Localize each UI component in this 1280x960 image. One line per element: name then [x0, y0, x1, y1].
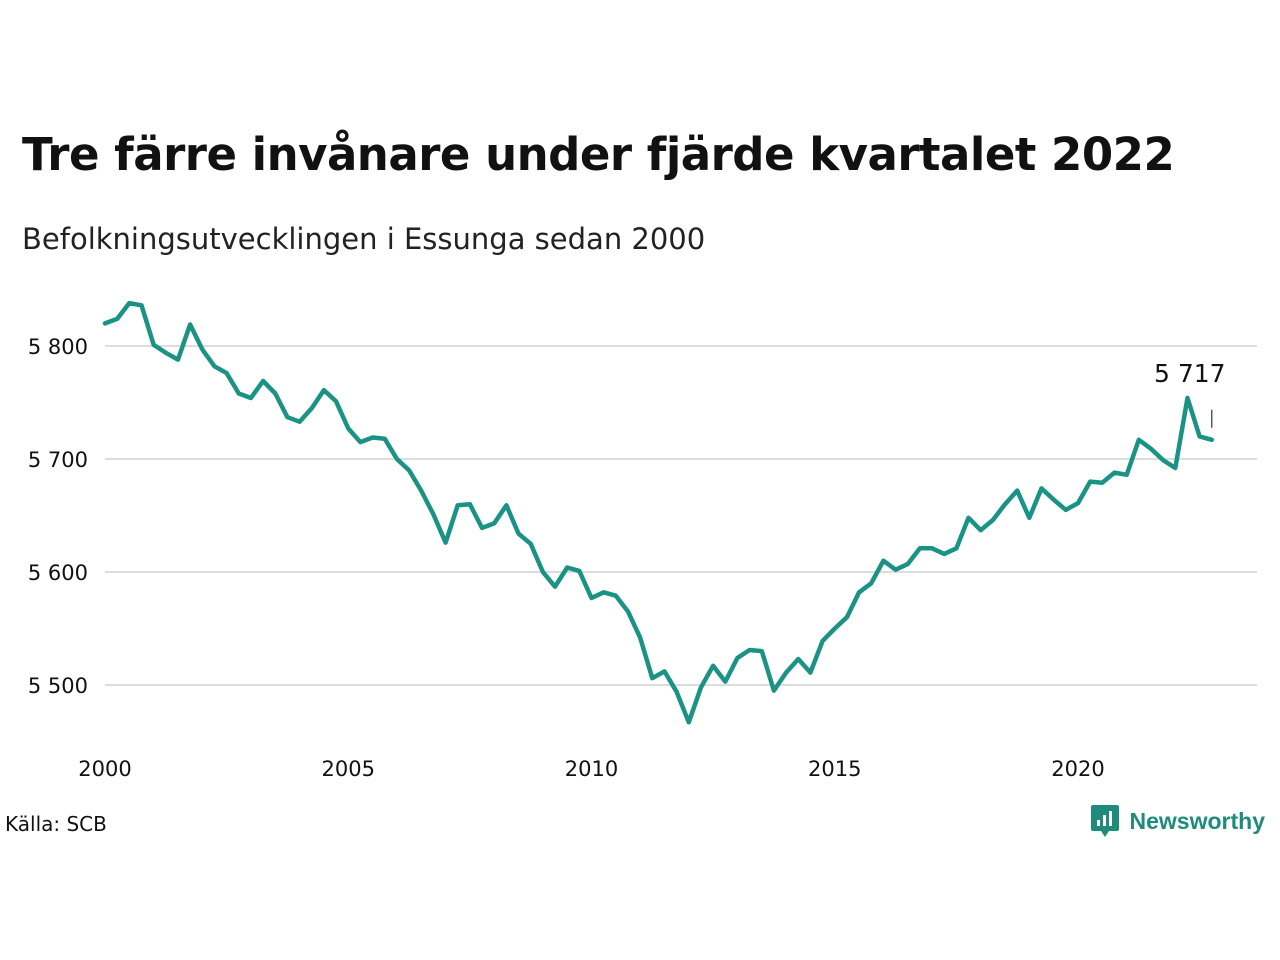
- brand-name: Newsworthy: [1129, 807, 1265, 834]
- y-axis-labels: 5 500 5 600 5 700 5 800: [28, 335, 88, 698]
- x-tick-label: 2015: [808, 757, 861, 781]
- gridlines: [105, 345, 1257, 686]
- chart-title: Tre färre invånare under fjärde kvartale…: [22, 128, 1175, 181]
- series-line: [102, 300, 1215, 725]
- newsworthy-logo-icon: [1090, 805, 1119, 837]
- brand-logo: Newsworthy: [1090, 803, 1265, 839]
- data-points: [104, 303, 1212, 723]
- last-value-label: 5 717: [1154, 359, 1226, 388]
- chart-subtitle: Befolkningsutvecklingen i Essunga sedan …: [22, 222, 706, 256]
- x-tick-label: 2005: [322, 757, 375, 781]
- y-tick-label: 5 600: [28, 561, 88, 585]
- x-tick-label: 2000: [78, 757, 131, 781]
- source-note: Källa: SCB: [5, 812, 107, 836]
- x-tick-label: 2020: [1051, 757, 1104, 781]
- y-tick-label: 5 800: [28, 335, 88, 359]
- x-tick-label: 2010: [565, 757, 618, 781]
- y-tick-label: 5 700: [28, 448, 88, 472]
- y-tick-label: 5 500: [28, 674, 88, 698]
- x-axis-labels: 2000 2005 2010 2015 2020: [78, 757, 1104, 781]
